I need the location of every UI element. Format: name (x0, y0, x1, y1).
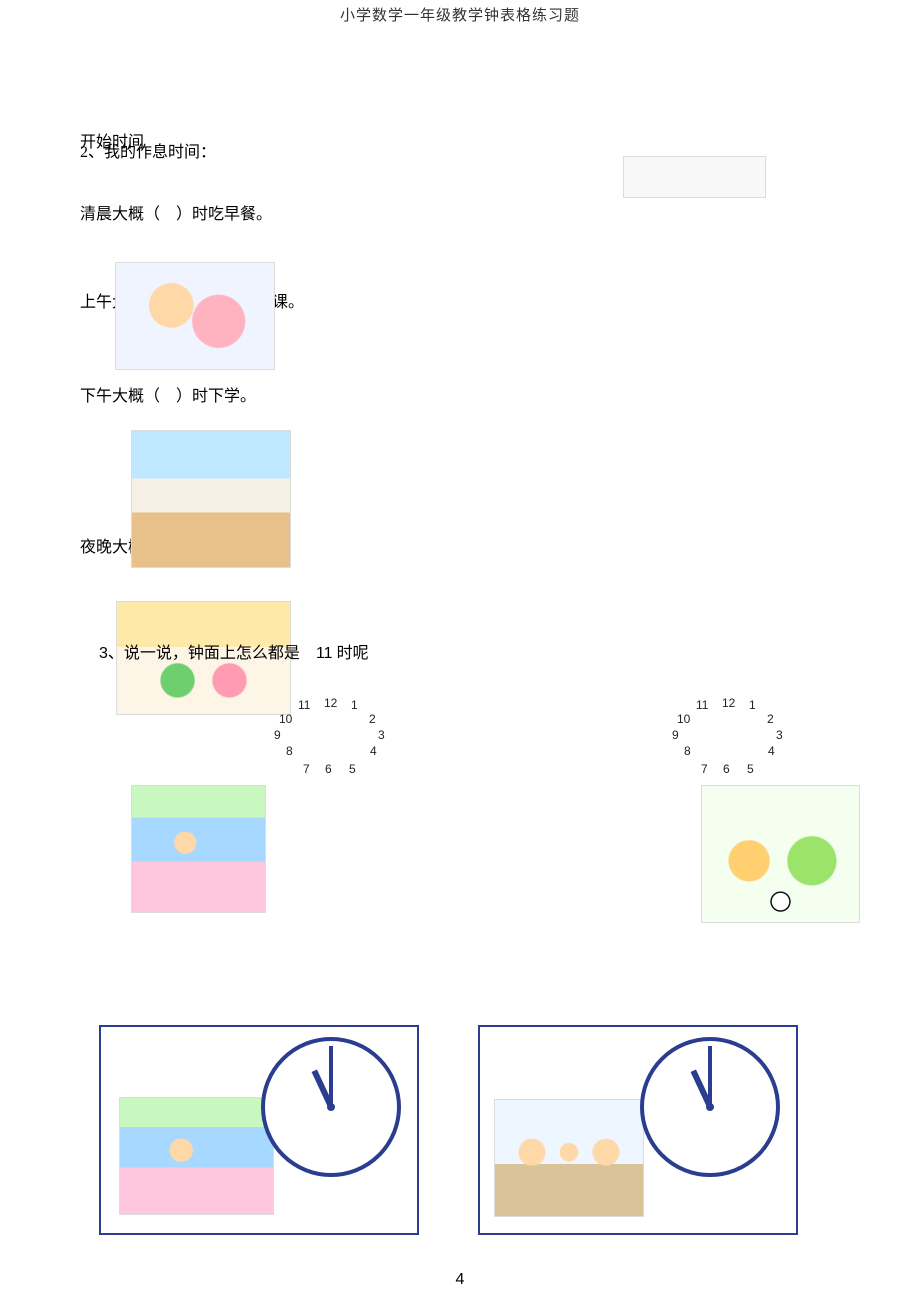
clock-num: 5 (349, 762, 356, 776)
cartoon-fill-icon (116, 263, 274, 369)
clock-num: 5 (747, 762, 754, 776)
clock-num: 1 (749, 698, 756, 712)
image-kids-soccer (701, 785, 860, 923)
clock-num: 3 (776, 728, 783, 742)
page-header: 小学数学一年级教学钟表格练习题 (0, 4, 920, 25)
page-number: 4 (0, 1271, 920, 1289)
clock-num: 2 (767, 712, 774, 726)
question-2-title: 2、我的作息时间： (80, 138, 216, 162)
clock-num: 10 (279, 712, 292, 726)
cartoon-fill-icon (132, 786, 265, 912)
scene-sleep (99, 1025, 419, 1235)
question-3-title: 3、说一说，钟面上怎么都是 11 时呢 (99, 639, 369, 663)
clock-face-left (261, 1037, 401, 1177)
image-classroom (131, 430, 291, 568)
cartoon-fill-icon (495, 1100, 643, 1216)
clock-num: 2 (369, 712, 376, 726)
clock-num: 8 (684, 744, 691, 758)
clock-num: 10 (677, 712, 690, 726)
scene-family (478, 1025, 798, 1235)
clock-num: 9 (274, 728, 281, 742)
cartoon-fill-icon (120, 1098, 273, 1214)
clock-num: 9 (672, 728, 679, 742)
clock-num: 3 (378, 728, 385, 742)
line-afterschool: 下午大概（ ）时下学。 (80, 382, 256, 406)
image-bed-scene (119, 1097, 274, 1215)
q3-time-number: 11 (316, 645, 333, 662)
image-eating (115, 262, 275, 370)
clock-num: 12 (324, 696, 337, 710)
clock-num: 4 (370, 744, 377, 758)
cartoon-fill-icon (702, 786, 859, 922)
image-sleeping-kid (131, 785, 266, 913)
clock-face-right (640, 1037, 780, 1177)
clock-num: 8 (286, 744, 293, 758)
clock-numbers-right: 12 11 1 10 2 9 3 8 4 7 6 5 (672, 696, 784, 774)
clock-num: 7 (303, 762, 310, 776)
clock-num: 7 (701, 762, 708, 776)
clock-num: 11 (298, 698, 310, 712)
clock-pin-icon (327, 1103, 335, 1111)
clock-num: 11 (696, 698, 708, 712)
clock-num: 1 (351, 698, 358, 712)
image-placeholder-topright (623, 156, 766, 198)
clock-num: 12 (722, 696, 735, 710)
clock-num: 6 (723, 762, 730, 776)
clock-pin-icon (706, 1103, 714, 1111)
clock-num: 6 (325, 762, 332, 776)
q3-time-suffix: 时呢 (333, 645, 369, 662)
line-breakfast: 清晨大概（ ）时吃早餐。 (80, 200, 272, 224)
q3-text: 说一说，钟面上怎么都是 (124, 645, 300, 662)
q3-sep: 、 (108, 645, 124, 662)
cartoon-fill-icon (132, 431, 290, 567)
q3-number: 3 (99, 645, 108, 662)
image-family-meal (494, 1099, 644, 1217)
clock-numbers-left: 12 11 1 10 2 9 3 8 4 7 6 5 (274, 696, 386, 774)
clock-num: 4 (768, 744, 775, 758)
